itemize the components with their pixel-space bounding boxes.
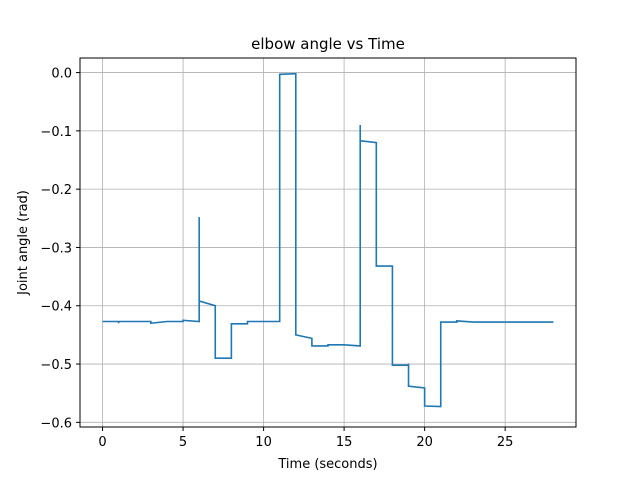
y-tick-label: −0.5: [40, 358, 72, 373]
x-axis-label: Time (seconds): [277, 457, 377, 472]
x-tick-label: 10: [255, 435, 272, 450]
x-axis: 0 5 10 15 20 25: [98, 427, 513, 450]
y-tick-label: −0.2: [40, 183, 72, 198]
x-tick-label: 0: [98, 435, 106, 450]
y-tick-label: −0.4: [40, 300, 72, 315]
x-tick-label: 15: [336, 435, 353, 450]
y-tick-label: −0.1: [40, 125, 72, 140]
y-tick-label: 0.0: [51, 67, 72, 82]
series-line: [102, 72, 554, 408]
x-tick-label: 5: [179, 435, 187, 450]
y-tick-label: −0.3: [40, 241, 72, 256]
x-tick-label: 20: [416, 435, 433, 450]
y-axis-label: Joint angle (rad): [16, 190, 31, 296]
y-axis: 0.0 −0.1 −0.2 −0.3 −0.4 −0.5 −0.6: [40, 67, 80, 431]
grid: [80, 58, 576, 427]
x-tick-label: 25: [497, 435, 514, 450]
chart-title: elbow angle vs Time: [251, 35, 405, 53]
series-layer: [102, 72, 554, 408]
axes-frame: [79, 57, 577, 428]
y-tick-label: −0.6: [40, 416, 72, 431]
